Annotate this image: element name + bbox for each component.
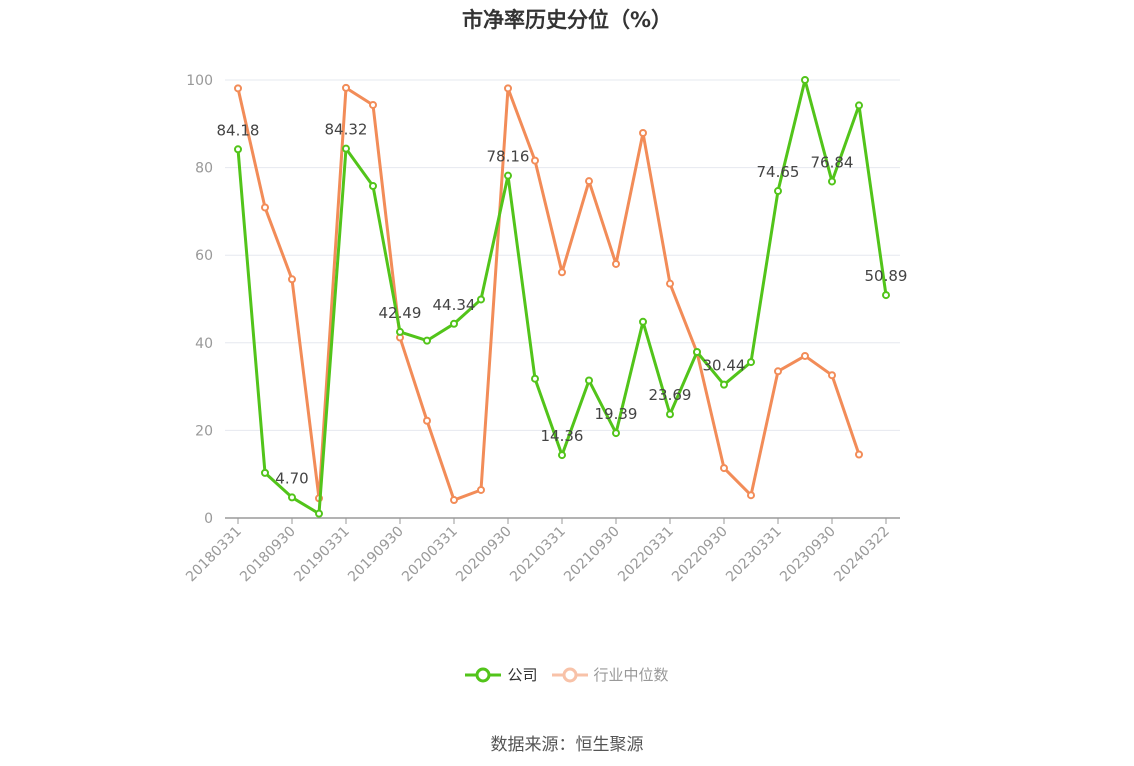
- data-point-company[interactable]: [612, 429, 620, 438]
- legend-industry-marker-icon: [551, 667, 588, 682]
- data-point-industry[interactable]: [558, 268, 566, 277]
- x-tick-label: 20180331: [183, 524, 245, 586]
- legend-industry-label: 行业中位数: [593, 666, 669, 684]
- data-point-industry[interactable]: [666, 279, 674, 288]
- data-point-company[interactable]: [882, 291, 890, 300]
- data-label: 74.65: [757, 163, 800, 181]
- data-label: 84.18: [217, 121, 260, 139]
- x-tick-label: 20200930: [453, 524, 515, 586]
- source-note: 数据来源：恒生聚源: [490, 735, 644, 755]
- y-tick-label: 0: [204, 511, 213, 527]
- y-tick-label: 20: [195, 423, 213, 439]
- data-point-company[interactable]: [342, 144, 350, 153]
- data-point-industry[interactable]: [855, 450, 863, 459]
- data-point-company[interactable]: [666, 410, 674, 419]
- data-point-company[interactable]: [828, 177, 836, 186]
- data-point-company[interactable]: [504, 171, 512, 180]
- legend-company-marker-icon: [465, 667, 502, 682]
- y-tick-label: 100: [186, 73, 213, 89]
- axes: 0 20 40 60 80 100 2018033120180930201903312019…: [183, 73, 900, 585]
- x-tick-label: 20220331: [615, 524, 677, 586]
- data-point-industry[interactable]: [531, 156, 539, 165]
- data-point-industry[interactable]: [342, 83, 350, 92]
- series-line-industry: [236, 86, 861, 502]
- data-label: 78.16: [487, 148, 530, 166]
- data-label: 76.84: [811, 153, 854, 171]
- x-tick-label: 20210331: [507, 524, 569, 586]
- data-point-company[interactable]: [288, 493, 296, 502]
- y-tick-label: 60: [195, 248, 213, 264]
- data-point-industry[interactable]: [288, 275, 296, 284]
- data-point-industry[interactable]: [801, 351, 809, 360]
- x-tick-label: 20220930: [669, 524, 731, 586]
- data-point-company[interactable]: [801, 76, 809, 84]
- legend: 公司 行业中位数: [0, 664, 1134, 685]
- data-label: 30.44: [703, 357, 746, 375]
- series-line-company: [236, 78, 888, 516]
- data-point-industry[interactable]: [423, 416, 431, 425]
- data-label: 42.49: [379, 304, 422, 322]
- data-point-industry[interactable]: [747, 491, 755, 500]
- x-tick-label: 20190930: [345, 524, 407, 586]
- data-point-company[interactable]: [423, 336, 431, 345]
- data-labels: 84.18 4.70 84.32 42.49 44.34 78.16 14.36 19.39 2…: [217, 121, 908, 488]
- data-point-industry[interactable]: [585, 177, 593, 186]
- data-point-industry[interactable]: [261, 203, 269, 212]
- data-point-company[interactable]: [531, 374, 539, 383]
- chart-title: 市净率历史分位（%）: [461, 8, 673, 32]
- data-point-company[interactable]: [585, 376, 593, 385]
- data-point-company[interactable]: [477, 295, 485, 304]
- data-point-company[interactable]: [558, 451, 566, 460]
- legend-item-company[interactable]: 公司: [465, 664, 538, 685]
- x-tick-label: 20240322: [831, 524, 893, 586]
- data-point-company[interactable]: [639, 317, 647, 326]
- data-point-company[interactable]: [396, 327, 404, 336]
- data-point-industry[interactable]: [828, 371, 836, 380]
- legend-company-label: 公司: [507, 666, 538, 684]
- line-chart: 0 20 40 60 80 100 2018033120180930201903312019…: [183, 73, 908, 585]
- data-point-industry[interactable]: [774, 367, 782, 376]
- data-point-industry[interactable]: [234, 84, 242, 93]
- data-point-industry[interactable]: [450, 496, 458, 505]
- data-point-company[interactable]: [234, 145, 242, 154]
- data-point-company[interactable]: [450, 319, 458, 328]
- x-tick-label: 20190331: [291, 524, 353, 586]
- legend-item-industry[interactable]: 行业中位数: [551, 664, 669, 685]
- x-tick-label: 20230930: [777, 524, 839, 586]
- x-tick-label: 20210930: [561, 524, 623, 586]
- data-point-company[interactable]: [855, 101, 863, 110]
- data-point-industry[interactable]: [477, 485, 485, 494]
- data-point-company[interactable]: [261, 468, 269, 477]
- data-point-company[interactable]: [693, 347, 701, 356]
- data-point-company[interactable]: [315, 509, 323, 518]
- data-point-company[interactable]: [720, 380, 728, 389]
- y-tick-label: 80: [195, 161, 213, 177]
- data-point-company[interactable]: [747, 358, 755, 367]
- data-point-industry[interactable]: [612, 259, 620, 268]
- series-lines: [234, 76, 890, 518]
- data-point-industry[interactable]: [369, 100, 377, 109]
- data-label: 50.89: [865, 267, 908, 285]
- data-point-industry[interactable]: [720, 464, 728, 473]
- x-tick-label: 20200331: [399, 524, 461, 586]
- data-label: 19.39: [595, 405, 638, 423]
- data-label: 23.69: [649, 386, 692, 404]
- data-point-company[interactable]: [369, 181, 377, 190]
- data-point-company[interactable]: [774, 187, 782, 196]
- data-label: 84.32: [325, 121, 368, 139]
- x-tick-label: 20230331: [723, 524, 785, 586]
- data-point-industry[interactable]: [639, 128, 647, 137]
- data-label: 4.70: [275, 469, 308, 487]
- x-tick-label: 20180930: [237, 524, 299, 586]
- data-point-industry[interactable]: [504, 84, 512, 93]
- y-tick-label: 40: [195, 336, 213, 352]
- data-label: 44.34: [433, 296, 476, 314]
- data-label: 14.36: [541, 427, 584, 445]
